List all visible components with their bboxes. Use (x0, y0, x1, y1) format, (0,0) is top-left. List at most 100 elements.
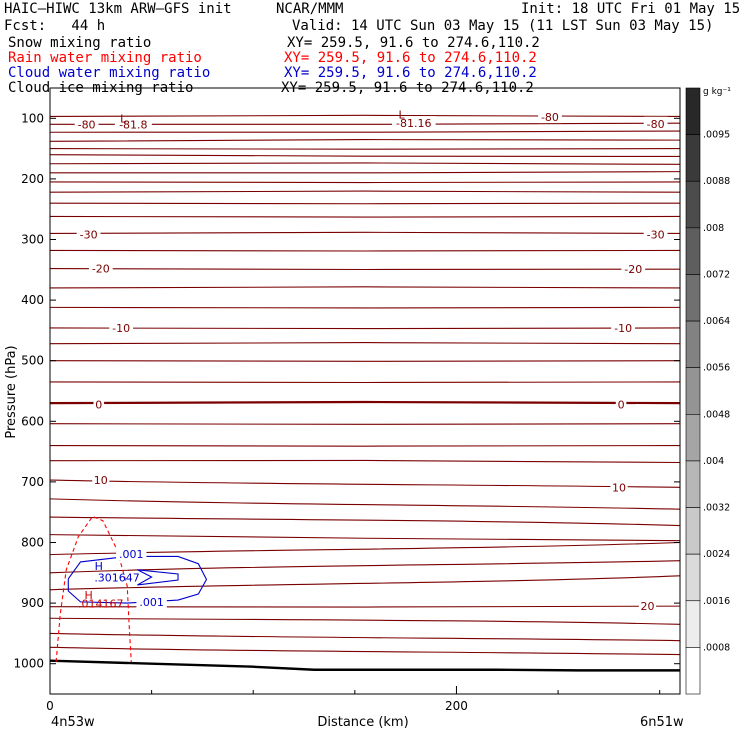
isotherm-line (49, 268, 681, 271)
y-tick-label: 600 (21, 414, 44, 428)
temperature-contour-label-bg (643, 116, 668, 130)
colorbar-label: .0008 (703, 642, 730, 653)
isotherm-line (49, 286, 681, 289)
x-tick-label: 200 (445, 699, 468, 713)
temperature-contours (49, 114, 681, 656)
temperature-contour-label-bg (114, 117, 152, 131)
isotherm-line (49, 423, 681, 425)
field-rain-xy: XY= 259.5, 91.6 to 274.6,110.2 (284, 50, 537, 66)
isotherm-line (49, 516, 681, 527)
field-cloudwater-name: Cloud water mixing ratio (8, 65, 211, 81)
contour-labels: -80 -81.8 -81.16 -80 -80 -30 -30 -20 -20 -10 -10 0 0… (74, 109, 668, 613)
temperature-contour-label: 10 (612, 481, 626, 494)
temperature-contour-label-bg (643, 227, 668, 241)
colorbar-segment (685, 367, 701, 415)
colorbar-segment (685, 460, 701, 508)
temperature-contour-label: 0 (95, 398, 102, 411)
temperature-contour-label: -30 (647, 229, 665, 242)
plot-frame (49, 87, 681, 695)
isotherm-line (49, 459, 681, 464)
colorbar-label: .0024 (703, 549, 730, 560)
colorbar-segment (685, 134, 701, 182)
cloud-water-contour-label-bg (136, 594, 167, 608)
center-label: NCAR/MMM (276, 1, 344, 17)
y-tick-label: 500 (21, 354, 44, 368)
field-rain-name: Rain water mixing ratio (8, 50, 202, 66)
temperature-contour-label: -81.16 (396, 117, 431, 130)
y-tick-label: 800 (21, 536, 44, 550)
isotherm-line (49, 249, 681, 252)
temperature-contour-label: -80 (541, 111, 559, 124)
cloud-water-contour-label-bg (116, 547, 147, 561)
isotherm-line (49, 306, 681, 309)
temperature-contour-label: -10 (112, 322, 130, 335)
colorbar-segment (685, 600, 701, 648)
x-axis-label: Distance (km) (317, 715, 408, 730)
y-tick-label: 1000 (13, 657, 44, 671)
model-title: HAIC–HIWC 13km ARW–GFS init (4, 1, 232, 17)
temperature-contour-label: 10 (94, 474, 108, 487)
colorbar-segment (685, 227, 701, 275)
isotherm-line (49, 327, 681, 330)
cloud-water-contour-label: .001 (119, 548, 144, 561)
isotherm-line (49, 646, 681, 656)
isotherm-line (49, 498, 681, 510)
forecast-hour: Fcst: 44 h (4, 18, 106, 34)
y-tick-label: 300 (21, 233, 44, 247)
isotherm-line (49, 479, 681, 488)
temperature-contour-label-bg (88, 261, 113, 275)
colorbar-label: .0056 (703, 363, 730, 374)
temperature-contour-label: -81.8 (119, 118, 147, 131)
isotherm-line (49, 154, 681, 158)
x-tick-label: 0 (46, 699, 54, 713)
temperature-contour-label: -20 (92, 263, 110, 276)
temperature-contour-label: -80 (78, 118, 96, 131)
temperature-contour-label-bg (93, 397, 105, 411)
extremum-label: .014167 (78, 598, 124, 611)
y-tick-label: 700 (21, 475, 44, 489)
temperature-contour-label-bg (638, 599, 657, 613)
temperature-contour-label: -80 (647, 118, 665, 131)
field-snow-name: Snow mixing ratio (8, 35, 152, 51)
colorbar-label: .0048 (703, 409, 730, 420)
temperature-contour-label: -10 (614, 322, 632, 335)
isotherm-line (49, 162, 681, 165)
isotherm-line (49, 605, 681, 608)
colorbar-label: .0072 (703, 269, 730, 280)
extremum-label: L (399, 109, 406, 122)
colorbar-segment (685, 180, 701, 229)
isotherm-line (49, 215, 681, 218)
isotherm-line (49, 360, 681, 362)
rain-water-contours (55, 515, 132, 662)
colorbar-label: .008 (703, 223, 724, 234)
temperature-contour-label: 0 (618, 398, 625, 411)
field-cloudwater-xy: XY= 259.5, 91.6 to 274.6,110.2 (284, 65, 537, 81)
x-end-label: 6n51w (640, 715, 684, 730)
isotherm-line (49, 130, 681, 133)
rain-water-contour (55, 515, 132, 662)
isotherm-line (49, 381, 681, 384)
isotherm-line (49, 575, 681, 591)
valid-time: Valid: 14 UTC Sun 03 May 15 (11 LST Sun … (292, 18, 714, 34)
isotherm-line (49, 560, 681, 574)
isotherm-line (49, 534, 681, 542)
extremum-label: H (95, 560, 103, 573)
isotherm-line (49, 202, 681, 205)
isotherm-line (49, 632, 681, 642)
colorbar-label: .004 (703, 456, 724, 467)
colorbar-segment (685, 274, 701, 322)
terrain-polyline (49, 659, 680, 672)
isotherm-line (49, 171, 681, 174)
colorbar-label: .0064 (703, 316, 730, 327)
temperature-contour-label: -20 (624, 263, 642, 276)
colorbar-label: .0095 (703, 130, 730, 141)
colorbar-segment (685, 320, 701, 368)
temperature-contour-label-bg (538, 110, 562, 124)
temperature-contour-label-bg (74, 117, 99, 131)
extremum-label: L (120, 112, 127, 125)
temperature-contour-label-bg (92, 473, 110, 487)
temperature-contour-label-bg (610, 480, 628, 494)
temperature-contour-label-bg (391, 116, 436, 130)
